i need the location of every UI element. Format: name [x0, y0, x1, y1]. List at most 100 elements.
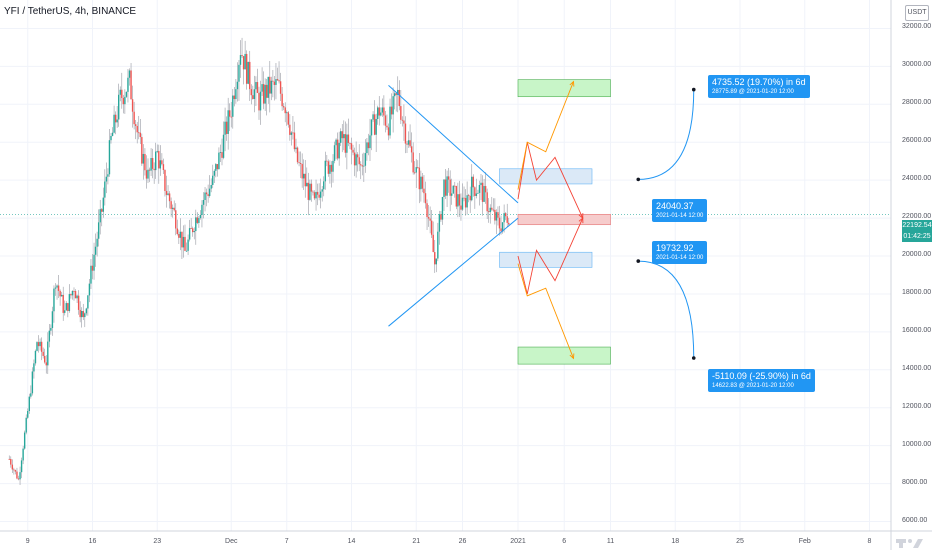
candle-body [316, 191, 319, 195]
candle-body [193, 231, 195, 233]
y-tick-label: 6000.00 [902, 516, 928, 524]
candle-body [60, 294, 63, 297]
candle-body [153, 168, 155, 171]
candle-body [478, 185, 481, 193]
x-tick-label: 21 [412, 538, 421, 545]
candle-body [195, 217, 197, 232]
candle-body [167, 193, 169, 195]
candle-body [392, 96, 394, 115]
y-tick-label: 10000.00 [902, 440, 932, 448]
lower-measure-label[interactable]: -5110.09 (-25.90%) in 6d 14622.83 @ 2021… [708, 369, 815, 392]
candle-body [423, 188, 425, 194]
lower-start-label[interactable]: 19732.92 2021-01-14 12:00 [652, 241, 708, 264]
candle-body [130, 70, 132, 100]
symbol-title: YFI / TetherUS, 4h, BINANCE [4, 6, 137, 17]
candle-body [472, 176, 474, 188]
y-tick-label: 16000.00 [902, 326, 932, 334]
candle-body [162, 164, 165, 171]
candle-body [267, 76, 269, 98]
candle-body [262, 84, 265, 104]
x-tick-label: Feb [798, 538, 811, 545]
candle-body [136, 125, 138, 133]
candle-body [111, 132, 114, 136]
target-zone [499, 168, 593, 185]
candle-body [360, 164, 362, 166]
candle-body [389, 106, 391, 136]
candle-body [199, 215, 202, 219]
candle-body [289, 124, 291, 135]
candle-body [227, 110, 229, 134]
candle-body [330, 164, 333, 172]
candle-body [454, 185, 456, 187]
candle-body [296, 147, 299, 163]
candle-body [279, 81, 282, 94]
candle-body [352, 149, 354, 153]
projection-path [517, 263, 574, 359]
x-tick-label: 18 [671, 538, 680, 545]
candle-body [176, 228, 178, 234]
candle-body [438, 214, 441, 232]
candle-body [170, 201, 172, 209]
candle-body [501, 222, 504, 232]
candle-body [148, 169, 151, 171]
candle-body [440, 214, 442, 220]
candle-body [475, 193, 478, 196]
candle-body [48, 330, 51, 342]
candle-body [333, 145, 336, 161]
candle-body [444, 179, 447, 196]
candle-body [239, 55, 242, 65]
candle-body [367, 142, 370, 149]
candle-body [284, 107, 286, 114]
target-zone [517, 213, 611, 226]
candle-body [393, 93, 396, 97]
candle-body [350, 143, 353, 150]
candle-body [102, 197, 104, 212]
candle-body [141, 137, 143, 164]
candle-body [150, 158, 152, 171]
candle-body [187, 239, 189, 251]
candle-body [110, 135, 112, 141]
candle-body [301, 163, 303, 179]
candle-body [235, 89, 237, 100]
candle-body [27, 410, 29, 418]
candle-body [338, 142, 340, 159]
upper-measure-label[interactable]: 4735.52 (19.70%) in 6d 28775.89 @ 2021-0… [708, 75, 810, 98]
candle-body [138, 132, 140, 134]
candle-body [356, 154, 359, 158]
candle-body [108, 140, 111, 175]
candle-body [118, 94, 120, 120]
candle-body [204, 192, 206, 200]
candle-body [381, 107, 384, 113]
currency-button[interactable]: USDT [905, 5, 929, 21]
candle-body [10, 459, 12, 465]
y-tick-label: 26000.00 [902, 137, 932, 145]
candle-body [94, 246, 97, 255]
candle-body [207, 194, 209, 197]
candle-body [469, 195, 471, 201]
upper-measure-change: 4735.52 (19.70%) in 6d [712, 77, 806, 87]
candle-body [252, 95, 254, 100]
candle-body [344, 134, 347, 153]
candle-body [395, 93, 397, 95]
candle-body [430, 220, 433, 235]
candle-body [22, 448, 24, 461]
candle-body [455, 186, 458, 207]
candle-body [73, 290, 75, 292]
chart-grid [0, 0, 891, 531]
candle-body [346, 134, 348, 153]
x-tick-label: 2021 [510, 538, 526, 545]
candle-body [386, 125, 388, 128]
candle-body [20, 460, 23, 473]
candle-body [332, 160, 334, 172]
candle-body [387, 127, 390, 136]
bar-countdown-label: 01:42:25 [902, 231, 932, 242]
candle-body [62, 294, 64, 313]
candle-body [415, 167, 417, 173]
candle-body [114, 114, 117, 123]
lower-measure-target: 14622.83 @ 2021-01-20 12:00 [712, 383, 794, 389]
candle-body [361, 165, 363, 167]
upper-start-label[interactable]: 24040.37 2021-01-14 12:00 [652, 199, 708, 222]
candle-body [249, 61, 251, 90]
candle-body [318, 194, 320, 198]
